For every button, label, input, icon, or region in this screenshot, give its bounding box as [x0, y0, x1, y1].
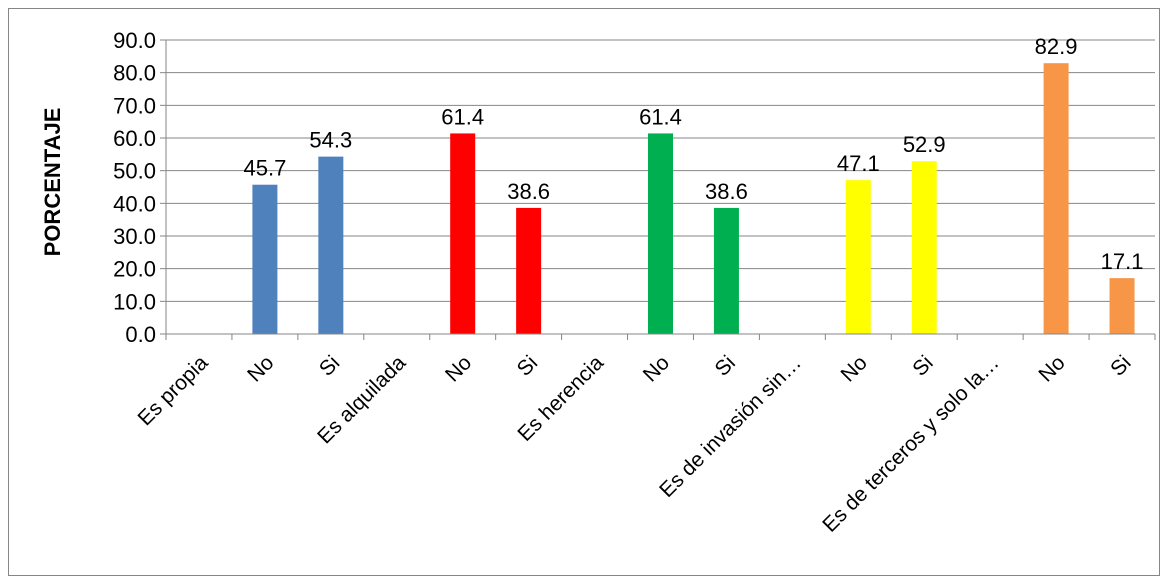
bar	[318, 156, 344, 334]
data-label: 82.9	[1035, 34, 1078, 59]
chart-frame: PORCENTAJE 0.0 10.0 20.0 30.0 40.0 50.0 60.0 70…	[8, 8, 1160, 576]
bar	[845, 180, 871, 334]
data-label: 61.4	[639, 104, 682, 129]
y-tick-label: 80.0	[113, 61, 156, 86]
y-tick-label: 60.0	[113, 126, 156, 151]
data-label: 38.6	[507, 179, 550, 204]
bar	[516, 207, 542, 334]
y-axis-ticks: 0.0 10.0 20.0 30.0 40.0 50.0 60.0 70.0 80.0 90.0	[113, 28, 167, 347]
data-label: 45.7	[243, 156, 286, 181]
x-category-label: No	[639, 351, 674, 386]
x-category-label: Si	[315, 351, 344, 380]
y-tick-label: 50.0	[113, 159, 156, 184]
x-category-label: No	[837, 351, 872, 386]
bar	[450, 133, 476, 334]
y-axis-title: PORCENTAJE	[40, 108, 65, 257]
y-tick-label: 40.0	[113, 191, 156, 216]
x-category-label: Es propia	[134, 351, 213, 430]
x-category-label: Si	[908, 351, 937, 380]
x-category-label: Si	[1106, 351, 1135, 380]
bar	[252, 184, 278, 334]
x-category-label: No	[1034, 351, 1069, 386]
y-tick-label: 30.0	[113, 224, 156, 249]
y-tick-label: 10.0	[113, 289, 156, 314]
x-category-label: No	[441, 351, 476, 386]
data-label: 54.3	[309, 128, 352, 153]
data-label: 17.1	[1101, 249, 1144, 274]
data-label: 61.4	[441, 104, 484, 129]
bar	[648, 133, 673, 334]
bar	[1109, 278, 1135, 334]
y-tick-label: 0.0	[125, 322, 156, 347]
data-labels: 45.7 54.3 61.4 38.6 61.4 38.6 47.1 52.9 82.9 17.1	[243, 34, 1143, 274]
x-category-label: Si	[710, 351, 739, 380]
data-label: 47.1	[837, 151, 880, 176]
x-category-label: Si	[513, 351, 542, 380]
bar-chart: PORCENTAJE 0.0 10.0 20.0 30.0 40.0 50.0 60.0 70…	[40, 28, 1156, 537]
y-tick-label: 70.0	[113, 93, 156, 118]
data-label: 52.9	[903, 132, 946, 157]
bar	[1043, 63, 1069, 335]
x-category-label: No	[243, 351, 278, 386]
bars	[252, 63, 1135, 335]
bar	[713, 207, 739, 334]
y-tick-label: 20.0	[113, 257, 156, 282]
bar	[911, 161, 937, 334]
x-axis-ticks	[165, 333, 1156, 340]
y-tick-label: 90.0	[113, 28, 156, 53]
data-label: 38.6	[705, 179, 748, 204]
